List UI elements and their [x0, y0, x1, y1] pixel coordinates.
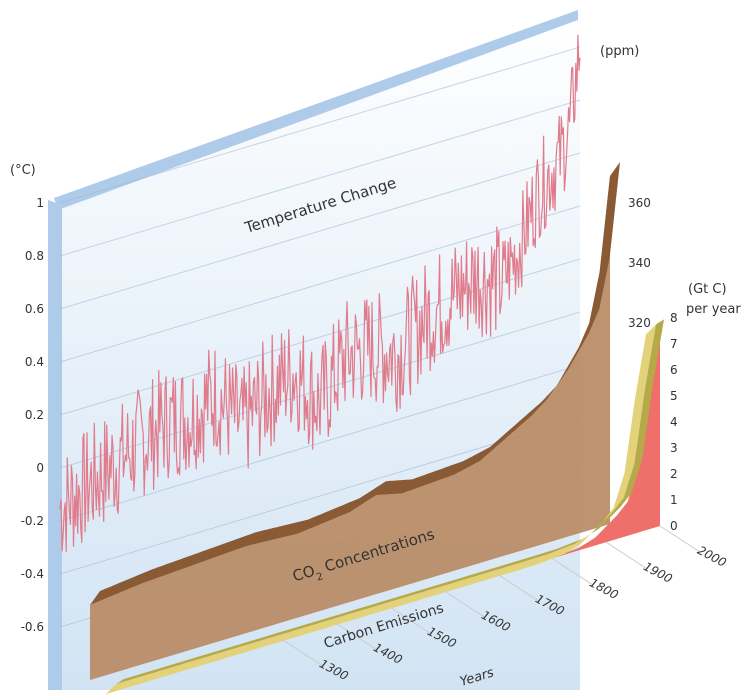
co2-tick-label: 320 — [628, 316, 651, 330]
emissions-tick-label: 2 — [670, 467, 678, 481]
temperature-tick-label: -0.6 — [21, 620, 44, 634]
year-tick-label: 1800 — [587, 576, 621, 603]
emissions-tick-label: 3 — [670, 441, 678, 455]
temperature-gridline — [59, 364, 581, 522]
temperature-tick-label: 0 — [36, 461, 44, 475]
year-floor-line — [389, 606, 431, 634]
emissions-axis-unit: (Gt C) — [688, 282, 727, 297]
emissions-tick-label: 5 — [670, 389, 678, 403]
year-floor-line — [551, 557, 593, 585]
co2-series — [90, 162, 620, 680]
year-floor-lines — [281, 525, 701, 666]
temperature-panel-side-edge — [48, 200, 62, 690]
temperature-gridline — [59, 205, 581, 363]
emissions-tick-label: 1 — [670, 493, 678, 507]
temperature-panel-top-edge — [54, 10, 578, 210]
emissions-tick-label: 6 — [670, 363, 678, 377]
temperature-series — [59, 34, 581, 553]
temperature-tick-label: -0.2 — [21, 514, 44, 528]
year-floor-line — [443, 590, 485, 618]
emissions-tick-label: 8 — [670, 311, 678, 325]
year-floor-line — [497, 574, 539, 602]
co2-tick-label: 340 — [628, 256, 651, 270]
temperature-gridline — [59, 311, 581, 469]
emissions-tick-label: 4 — [670, 415, 678, 429]
emissions-axis-unit-secondary: per year — [686, 302, 741, 317]
temperature-tick-label: 0.2 — [25, 408, 44, 422]
temperature-tick-label: 0.6 — [25, 302, 44, 316]
co2-axis-unit: (ppm) — [600, 44, 639, 59]
co2-axis-ticks: 360 340 320 — [628, 196, 651, 330]
temperature-gridline — [59, 258, 581, 416]
year-tick-label: 1900 — [641, 559, 675, 586]
temperature-gridline — [59, 417, 581, 575]
temperature-tick-label: -0.4 — [21, 567, 44, 581]
temperature-gridline — [59, 46, 581, 204]
year-floor-line — [659, 525, 701, 553]
temperature-tick-label: 0.8 — [25, 249, 44, 263]
temperature-axis-unit: (°C) — [10, 163, 36, 178]
year-floor-line — [605, 541, 647, 569]
emissions-tick-label: 7 — [670, 337, 678, 351]
temperature-line — [59, 34, 581, 553]
temperature-tick-label: 0.4 — [25, 355, 44, 369]
year-floor-line — [281, 638, 323, 666]
temperature-tick-label: 1 — [36, 196, 44, 210]
temperature-gridline — [59, 152, 581, 310]
year-floor-line — [335, 622, 377, 650]
temperature-axis-ticks: 1 0.8 0.6 0.4 0.2 0 -0.2 -0.4 -0.6 — [21, 196, 44, 634]
year-tick-label: 2000 — [695, 543, 729, 570]
emissions-axis-ticks: 8 7 6 5 4 3 2 1 0 — [670, 311, 678, 533]
emissions-tick-label: 0 — [670, 519, 678, 533]
co2-area — [90, 176, 610, 680]
co2-tick-label: 360 — [628, 196, 651, 210]
temperature-gridline — [59, 99, 581, 257]
